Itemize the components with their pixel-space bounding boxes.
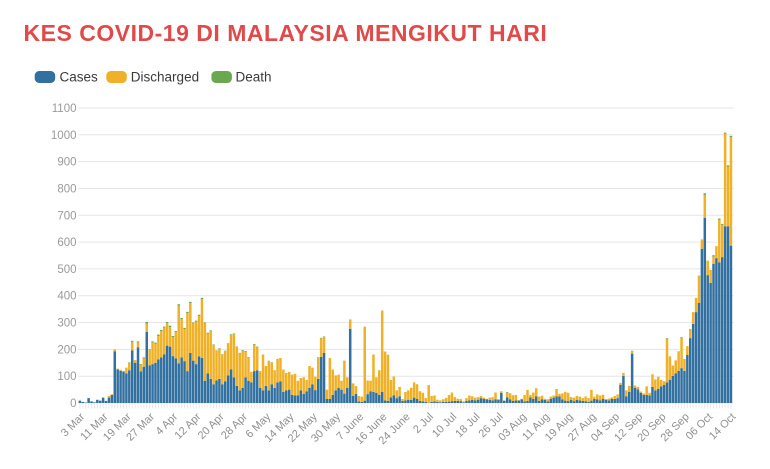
svg-text:900: 900 [57,157,76,169]
svg-text:KES COVID-19 DI MALAYSIA MENGI: KES COVID-19 DI MALAYSIA MENGIKUT HARI [24,20,548,46]
svg-text:100: 100 [57,371,76,383]
svg-text:Discharged: Discharged [131,70,199,85]
svg-text:0: 0 [70,398,76,410]
svg-text:1100: 1100 [52,103,77,115]
svg-text:500: 500 [57,264,76,276]
svg-text:Cases: Cases [60,70,99,85]
svg-text:600: 600 [57,237,76,249]
svg-text:1000: 1000 [51,130,77,142]
svg-text:700: 700 [57,210,76,222]
svg-text:200: 200 [57,344,76,356]
svg-text:800: 800 [57,184,76,196]
svg-text:400: 400 [57,291,76,303]
svg-text:Death: Death [236,70,272,85]
svg-text:300: 300 [57,318,76,330]
